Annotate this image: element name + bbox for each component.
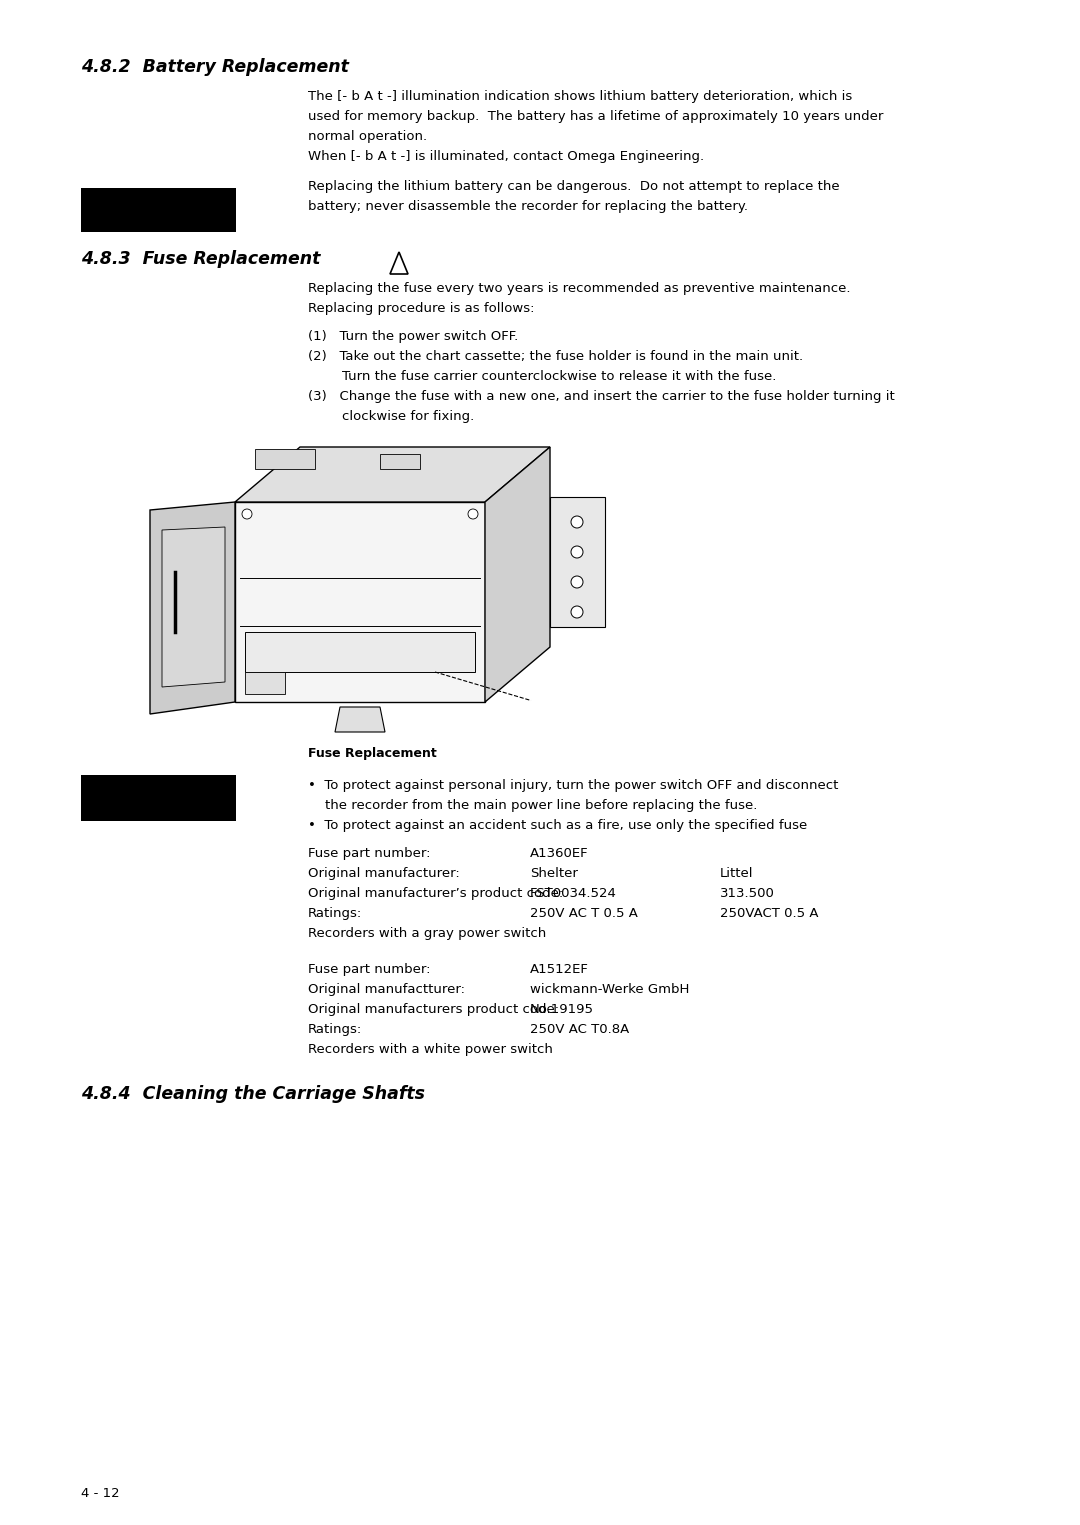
Text: No.19195: No.19195 xyxy=(530,1003,594,1016)
Circle shape xyxy=(571,546,583,558)
Text: battery; never disassemble the recorder for replacing the battery.: battery; never disassemble the recorder … xyxy=(308,200,747,214)
Text: clockwise for fixing.: clockwise for fixing. xyxy=(308,410,474,422)
Text: Recorders with a gray power switch: Recorders with a gray power switch xyxy=(308,927,546,939)
Polygon shape xyxy=(150,502,235,714)
Text: 250V AC T0.8A: 250V AC T0.8A xyxy=(530,1023,630,1035)
Text: Ratings:: Ratings: xyxy=(308,907,362,920)
Circle shape xyxy=(242,509,252,518)
Text: •  To protect against personal injury, turn the power switch OFF and disconnect: • To protect against personal injury, tu… xyxy=(308,779,838,791)
Bar xyxy=(245,673,285,694)
Text: FST0034.524: FST0034.524 xyxy=(530,888,617,900)
Text: Ratings:: Ratings: xyxy=(308,1023,362,1035)
Bar xyxy=(81,775,237,820)
Text: Replacing procedure is as follows:: Replacing procedure is as follows: xyxy=(308,302,535,316)
Text: 4.8.4  Cleaning the Carriage Shafts: 4.8.4 Cleaning the Carriage Shafts xyxy=(81,1084,426,1103)
Text: Fuse part number:: Fuse part number: xyxy=(308,846,430,860)
Text: normal operation.: normal operation. xyxy=(308,130,427,143)
Bar xyxy=(235,502,485,702)
Text: used for memory backup.  The battery has a lifetime of approximately 10 years un: used for memory backup. The battery has … xyxy=(308,110,883,124)
Text: 4.8.3  Fuse Replacement: 4.8.3 Fuse Replacement xyxy=(81,250,321,268)
Text: A1360EF: A1360EF xyxy=(530,846,589,860)
Polygon shape xyxy=(235,447,550,502)
Text: 4 - 12: 4 - 12 xyxy=(81,1487,120,1501)
Text: Recorders with a white power switch: Recorders with a white power switch xyxy=(308,1043,553,1055)
Text: A1512EF: A1512EF xyxy=(530,962,589,976)
Text: Littel: Littel xyxy=(720,868,754,880)
Text: !: ! xyxy=(396,261,402,270)
Text: the recorder from the main power line before replacing the fuse.: the recorder from the main power line be… xyxy=(308,799,757,811)
Text: WARNING: WARNING xyxy=(109,785,207,804)
Text: Shelter: Shelter xyxy=(530,868,578,880)
Text: 313.500: 313.500 xyxy=(720,888,774,900)
Text: Original manufacturer:: Original manufacturer: xyxy=(308,868,460,880)
Text: (2)   Take out the chart cassette; the fuse holder is found in the main unit.: (2) Take out the chart cassette; the fus… xyxy=(308,351,802,363)
Circle shape xyxy=(571,515,583,528)
Polygon shape xyxy=(162,528,225,686)
Text: Replacing the fuse every two years is recommended as preventive maintenance.: Replacing the fuse every two years is re… xyxy=(308,282,850,294)
Text: Original manufacturer’s product code:: Original manufacturer’s product code: xyxy=(308,888,563,900)
Text: WARNING: WARNING xyxy=(109,197,207,215)
Bar xyxy=(255,448,314,470)
Polygon shape xyxy=(335,708,384,732)
Text: wickmann-Werke GmbH: wickmann-Werke GmbH xyxy=(530,984,689,996)
Text: 250VACT 0.5 A: 250VACT 0.5 A xyxy=(720,907,819,920)
Text: 4.8.2  Battery Replacement: 4.8.2 Battery Replacement xyxy=(81,58,349,76)
Text: Fuse Replacement: Fuse Replacement xyxy=(308,747,436,759)
Text: Turn the fuse carrier counterclockwise to release it with the fuse.: Turn the fuse carrier counterclockwise t… xyxy=(308,371,777,383)
Text: Fuse part number:: Fuse part number: xyxy=(308,962,430,976)
Polygon shape xyxy=(485,447,550,702)
Text: (3)   Change the fuse with a new one, and insert the carrier to the fuse holder : (3) Change the fuse with a new one, and … xyxy=(308,390,894,403)
Text: •  To protect against an accident such as a fire, use only the specified fuse: • To protect against an accident such as… xyxy=(308,819,807,833)
Circle shape xyxy=(468,509,478,518)
Text: Replacing the lithium battery can be dangerous.  Do not attempt to replace the: Replacing the lithium battery can be dan… xyxy=(308,180,839,194)
Bar xyxy=(81,188,237,232)
Text: The [- b A t -] illumination indication shows lithium battery deterioration, whi: The [- b A t -] illumination indication … xyxy=(308,90,852,104)
Text: 250V AC T 0.5 A: 250V AC T 0.5 A xyxy=(530,907,638,920)
Text: Original manufacturers product code:: Original manufacturers product code: xyxy=(308,1003,559,1016)
Circle shape xyxy=(571,576,583,589)
Bar xyxy=(245,631,475,673)
Polygon shape xyxy=(390,252,408,274)
Polygon shape xyxy=(550,497,605,627)
Circle shape xyxy=(571,605,583,618)
Bar xyxy=(379,454,419,470)
Text: Original manufactturer:: Original manufactturer: xyxy=(308,984,464,996)
Text: (1)   Turn the power switch OFF.: (1) Turn the power switch OFF. xyxy=(308,329,518,343)
Text: When [- b A t -] is illuminated, contact Omega Engineering.: When [- b A t -] is illuminated, contact… xyxy=(308,149,704,163)
